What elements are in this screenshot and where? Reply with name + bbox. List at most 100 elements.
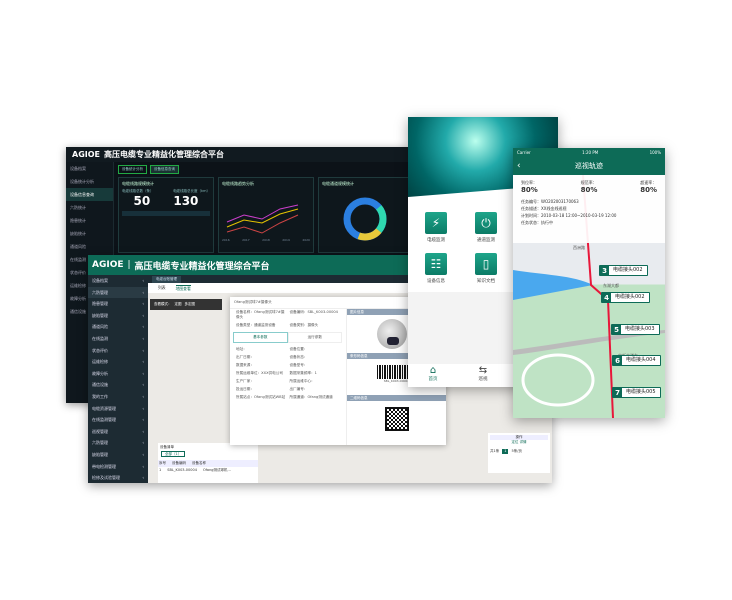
column-header: 序号 (159, 461, 166, 465)
screen-title: 巡视轨迹 (575, 162, 603, 170)
device-list-title: 设备清单 (160, 445, 174, 449)
subtab-map[interactable]: 地图查看 (175, 284, 191, 291)
track-marker[interactable]: 3 电缆接头002 (599, 265, 648, 276)
sidebar-item[interactable]: 隐患统计 (70, 218, 86, 223)
sidebar-item[interactable]: 检修及试验管理 ‹ (92, 475, 144, 481)
camera-photo (347, 315, 446, 353)
tab-cable-ledger[interactable]: 电缆台账管理 (152, 276, 181, 283)
radio-view-mode[interactable]: 多定图 (184, 302, 196, 306)
sidebar-item[interactable]: 六防统计 (70, 205, 86, 210)
x-tick: 2017 (242, 238, 250, 242)
panel-title: 电缆线路规模统计 (122, 181, 154, 186)
sidebar-item[interactable]: 运维检修 (70, 283, 86, 288)
section-photo: 图片信息 (347, 309, 446, 315)
sidebar-item[interactable]: 六防管理 ‹ (88, 286, 148, 299)
tab-home[interactable]: ⌂ 首页 (408, 365, 458, 387)
sidebar-item[interactable]: 通道风险 ‹ (92, 324, 144, 330)
sidebar-item[interactable]: 设备档案 (70, 166, 86, 171)
tab-run-params[interactable]: 运行参数 (287, 332, 342, 343)
section-barcode: 条形码信息 (347, 353, 446, 359)
radio-view-mode[interactable]: 定图 (174, 302, 182, 306)
barcode: SBL_K003-00004 (347, 359, 446, 395)
sidebar-item[interactable]: 电缆资源管理 ‹ (92, 405, 144, 411)
panel-title: 电缆通道规模统计 (322, 181, 354, 186)
track-marker[interactable]: 5 电缆接头003 (611, 324, 660, 335)
sidebar-item[interactable]: 带电检测管理 ‹ (92, 463, 144, 469)
modal-title: Ofang测试球7#摄像头 (230, 297, 446, 309)
grid-channel-monitor[interactable]: ⏻ 通道监测 (466, 212, 506, 243)
platform-title: 高压电缆专业精益化管理综合平台 (134, 261, 270, 272)
grid-knowledge-docs[interactable]: ▯ 知识文档 (466, 253, 506, 284)
locate-link[interactable]: 定位 (511, 440, 519, 444)
rate-speeding: 超速率： 80% (640, 180, 657, 194)
column-header: 操作 (490, 435, 548, 440)
rate-standard: 规范率： 80% (580, 180, 598, 194)
tab-patrol[interactable]: ⇆ 巡视 (458, 365, 508, 387)
device-list-panel: 设备清单 全部（1） 序号 设备编码 设备名称 1 SBL_K003-00004 Ofa… (158, 443, 258, 483)
donut-panel: 电缆通道规模统计 (318, 177, 410, 253)
trend-chart (226, 204, 299, 234)
brand-logo: AGIOE (92, 260, 124, 270)
section-qrcode: 二维码信息 (347, 395, 446, 401)
tab-device-query[interactable]: 设备信息查询 (150, 165, 179, 174)
sidebar-item[interactable]: 在线监测管理 ‹ (92, 417, 144, 423)
sidebar-item[interactable]: 巡视管理 ‹ (92, 428, 144, 434)
x-tick: 2018 (262, 238, 270, 242)
map-label: 东湖大都 (603, 283, 619, 288)
sidebar-item[interactable]: 缺陷管理 ‹ (92, 312, 144, 318)
pagination-total: 共1条 (490, 449, 500, 453)
page-button[interactable]: 1 (502, 449, 509, 454)
power-icon: ⏻ (475, 212, 497, 234)
column-header: 设备编码 (172, 461, 186, 465)
rate-arrival: 到位率： 80% (521, 180, 538, 194)
tab-device-stats[interactable]: 设备统计分析 (118, 165, 147, 174)
sidebar-item[interactable]: 缺陷统计 (70, 231, 86, 236)
grid-device-info[interactable]: ☷ 设备信息 (416, 253, 456, 284)
track-marker[interactable]: 4 电缆接头002 (601, 292, 650, 303)
back-icon[interactable]: ‹ (517, 161, 521, 171)
sidebar-item[interactable]: 通信设施 (70, 309, 86, 314)
view-mode-label: 查看模式： (154, 302, 172, 306)
sidebar-item[interactable]: 故障分析 ‹ (92, 370, 144, 376)
dashboard-sidebar: 设备档案 设备统计分析 设备信息查询 六防统计 隐患统计 缺陷统计 通道风险 在… (66, 162, 114, 403)
sidebar-item[interactable]: 设备信息查询 (66, 188, 113, 201)
dashboard-header: AGIOE 高压电缆专业精益化管理综合平台 (66, 147, 410, 162)
track-map[interactable]: 西洲路 东湖大都 中新大道东 到位率：80% 规范率：80% 超速率：80% 任… (513, 175, 665, 418)
brand-logo: AGIOE (72, 150, 100, 159)
sidebar-item[interactable]: 缺陷管理 ‹ (92, 451, 144, 457)
sidebar-item[interactable]: 在线监测 (70, 257, 86, 262)
details-link[interactable]: 详情 (519, 440, 527, 444)
sidebar-item[interactable]: 隐患管理 ‹ (92, 301, 144, 307)
sidebar-item[interactable]: 状态评价 (70, 270, 86, 275)
sidebar-item[interactable]: 设备档案 ‹ (92, 278, 144, 283)
sidebar-item[interactable]: 通信设施 ‹ (92, 382, 144, 388)
donut-chart (343, 197, 387, 241)
sidebar-item[interactable]: 运维检修 ‹ (92, 359, 144, 365)
table-row[interactable]: 1 SBL_K003-00004 Ofang测试球机... (159, 468, 231, 472)
map-label: 西洲路 (573, 245, 585, 250)
sidebar-item[interactable]: 状态评价 ‹ (92, 347, 144, 353)
sidebar-item[interactable]: 故障分析 (70, 296, 86, 301)
task-info-card: 到位率： 80% 规范率： 80% 超速率： 80% 任务编号：WO202003170… (513, 175, 665, 243)
subtab-list[interactable]: 列表 (158, 285, 166, 290)
tab-basic-params[interactable]: 基本参数 (233, 332, 288, 343)
sidebar-item[interactable]: 设备统计分析 (70, 179, 94, 184)
x-tick: 2016 (222, 238, 230, 242)
sidebar-item[interactable]: 六防管理 ‹ (92, 440, 144, 446)
app-sidebar: 设备档案 ‹ 六防管理 ‹ 隐患管理 ‹ 缺陷管理 ‹ 通道风险 ‹ 在线监测 ‹ 状态评价… (88, 275, 148, 483)
track-marker[interactable]: 6 电缆接头004 (612, 355, 661, 366)
swap-icon: ⇆ (478, 365, 488, 376)
cable-length: 130 (173, 194, 199, 208)
cable-stats-panel: 电缆线路规模统计 电缆线路总数（条） 电缆线路总长度（km） 50 130 (118, 177, 214, 253)
length-label: 电缆线路总长度（km） (173, 189, 210, 193)
track-marker[interactable]: 7 电缆接头005 (612, 387, 661, 398)
trend-panel: 电缆线路趋势分析 2016 2017 2018 2019 2020 (218, 177, 314, 253)
sidebar-item[interactable]: 我的工作 ‹ (92, 393, 144, 399)
sidebar-item[interactable]: 在线监测 ‹ (92, 335, 144, 341)
page-size-select[interactable]: 5条/页 (511, 449, 522, 453)
sidebar-item[interactable]: 通道风险 (70, 244, 86, 249)
grid-cable-monitor[interactable]: ⚡ 电缆监测 (416, 212, 456, 243)
filter-all-button[interactable]: 全部（1） (161, 451, 186, 457)
home-icon: ⌂ (429, 365, 437, 376)
